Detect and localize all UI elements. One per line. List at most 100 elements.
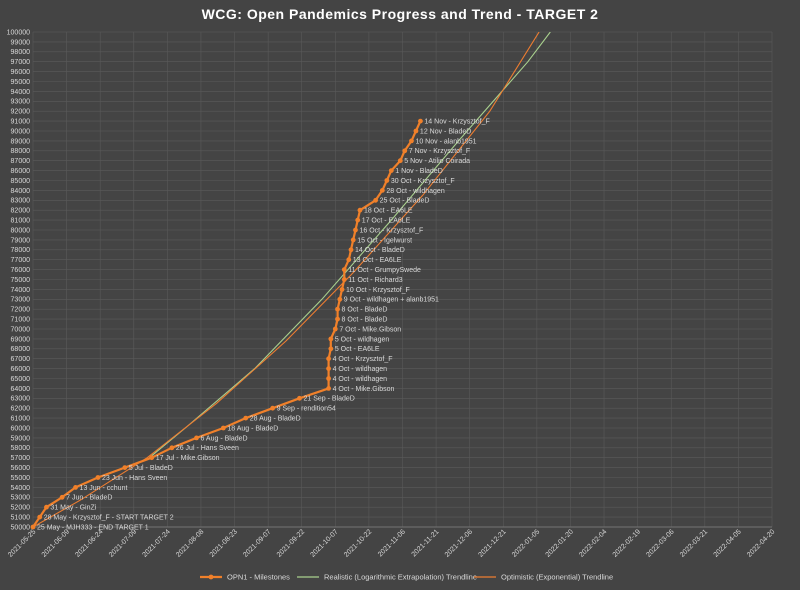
milestone-label: 6 Aug - BladeD [200,435,247,442]
y-tick-label: 91000 [11,119,31,126]
milestone-label: 16 Oct - Krzysztof_F [359,227,423,234]
y-tick-label: 96000 [11,69,31,76]
legend-marker [208,574,214,580]
milestone-marker [337,296,343,302]
y-tick-label: 89000 [11,138,31,145]
y-tick-label: 90000 [11,128,31,135]
grid [32,31,773,528]
y-tick-label: 58000 [11,445,31,452]
milestone-label: 23 Jun - Hans Sveen [102,475,167,482]
chart-title: WCG: Open Pandemics Progress and Trend -… [202,6,599,22]
milestone-label: 10 Oct - Krzysztof_F [346,287,410,294]
milestone-marker [402,148,408,154]
milestone-marker [326,356,331,362]
milestone-label: 8 Oct - BladeD [342,317,388,324]
milestone-label: 28 Aug - BladeD [250,416,301,423]
milestone-label: 11 Oct - Richard3 [348,277,402,284]
milestone-marker [348,247,354,253]
milestone-label: 21 Sep - BladeD [303,396,354,403]
y-tick-label: 71000 [11,317,31,324]
milestone-label: 4 Oct - wildhagen [333,366,388,373]
optimistic-trendline [33,32,540,527]
milestone-label: 4 Oct - Mike.Gibson [333,386,395,393]
milestone-marker [353,227,358,233]
y-tick-label: 67000 [11,356,31,363]
y-tick-label: 55000 [11,475,31,482]
milestone-label: 4 Oct - wildhagen [333,376,388,383]
milestone-label: 5 Nov - Atilio Coirada [404,158,470,165]
milestone-label: 8 Oct - BladeD [342,307,388,314]
y-tick-label: 56000 [11,465,31,472]
milestone-label: 7 Nov - Krzysztof_F [409,148,470,155]
milestone-marker [220,425,226,431]
milestone-series: 25 May - MJH333 - END TARGET 1 28 May - K… [30,119,490,531]
y-tick-label: 74000 [11,287,31,294]
milestone-label: 14 Oct - BladeD [355,247,405,254]
milestone-label: 28 Oct - wildhagen [386,188,444,195]
y-tick-label: 53000 [11,495,31,502]
milestone-marker [122,465,128,470]
milestone-label: 1 Nov - BladeD [395,168,442,175]
milestone-label: 4 Oct - Krzysztof_F [333,356,393,363]
y-tick-label: 83000 [11,198,31,205]
y-tick-label: 82000 [11,208,31,215]
y-tick-label: 93000 [11,99,31,106]
trendlines [33,32,551,527]
milestone-marker [335,306,340,312]
milestone-marker [397,158,403,164]
milestone-label: 7 Jun - BladeD [66,495,112,502]
y-tick-label: 61000 [11,416,31,423]
y-tick-label: 85000 [11,178,31,185]
y-tick-label: 79000 [11,237,31,244]
y-tick-label: 88000 [11,148,31,155]
milestone-marker [379,188,385,193]
y-tick-label: 68000 [11,346,31,353]
y-tick-label: 100000 [7,29,30,36]
y-tick-label: 86000 [11,168,31,175]
milestone-label: 17 Oct - EA6LE [362,218,411,225]
milestone-marker [328,336,334,342]
milestone-label: 25 May - MJH333 - END TARGET 1 [37,524,149,531]
milestone-label: 10 Nov - alanb1951 [415,138,476,145]
milestone-label: 12 Nov - BladeD [420,128,471,135]
milestone-marker [37,514,43,520]
milestone-label: 18 Oct - EA6LE [364,208,413,215]
y-tick-label: 66000 [11,366,31,373]
milestone-label: 11 Oct - GrumpySwede [348,267,421,274]
milestone-marker [297,395,302,401]
milestone-marker [341,267,347,272]
legend-label: Realistic (Logarithmic Extrapolation) Tr… [324,573,477,582]
milestone-label: 5 Oct - EA6LE [335,346,380,353]
milestone-marker [243,415,249,421]
y-tick-label: 92000 [11,109,31,116]
legend-label: OPN1 - Milestones [227,573,290,582]
milestone-label: 9 Oct - wildhagen + alanb1951 [344,297,439,304]
milestone-marker [73,485,78,490]
y-tick-label: 97000 [11,59,31,66]
milestone-marker [326,366,331,371]
milestone-marker [339,287,345,292]
legend-label: Optimistic (Exponential) Trendline [501,573,613,582]
milestone-marker [341,277,347,282]
y-axis-ticks: 50000 51000 52000 53000 54000 55000 56000 57000… [7,29,30,531]
y-tick-label: 69000 [11,336,31,343]
y-tick-label: 51000 [11,515,31,522]
y-tick-label: 87000 [11,158,31,165]
y-tick-label: 98000 [11,49,31,56]
y-tick-label: 62000 [11,406,31,413]
y-tick-label: 57000 [11,455,31,462]
milestone-label: 13 Jun - cchunt [80,485,128,492]
y-tick-label: 65000 [11,376,31,383]
y-tick-label: 76000 [11,267,31,274]
y-tick-label: 95000 [11,79,31,86]
y-tick-label: 64000 [11,386,31,393]
milestone-marker [409,138,414,144]
milestone-marker [149,455,155,461]
y-tick-label: 52000 [11,505,31,512]
milestone-label: 18 Aug - BladeD [227,425,278,432]
y-tick-label: 77000 [11,257,31,264]
y-tick-label: 59000 [11,435,31,442]
milestone-marker [169,445,175,451]
milestone-marker [270,405,276,411]
